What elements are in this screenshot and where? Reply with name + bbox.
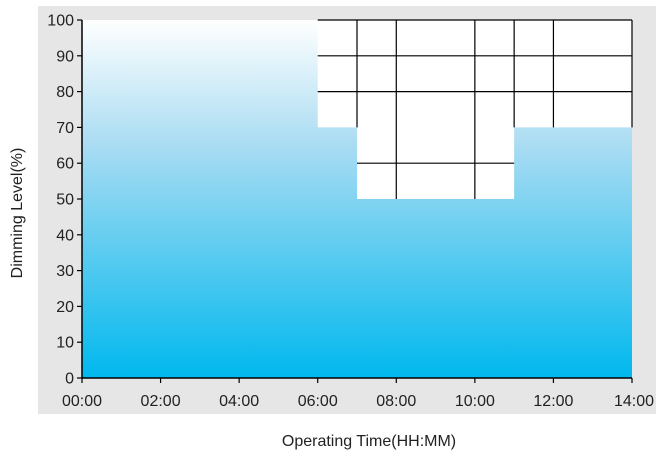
- x-tick-label: 08:00: [376, 393, 416, 410]
- x-tick-label: 12:00: [533, 393, 573, 410]
- x-tick-label: 10:00: [455, 393, 495, 410]
- y-tick-label: 70: [56, 120, 74, 137]
- y-tick-label: 40: [56, 227, 74, 244]
- y-tick-label: 0: [65, 371, 74, 388]
- x-tick-label: 14:00: [614, 393, 654, 410]
- y-tick-label: 30: [56, 263, 74, 280]
- x-tick-label: 02:00: [141, 393, 181, 410]
- y-axis-title: Dimming Level(%): [9, 148, 26, 279]
- y-tick-label: 90: [56, 48, 74, 65]
- y-tick-label: 10: [56, 335, 74, 352]
- y-tick-label: 60: [56, 156, 74, 173]
- x-tick-label: 06:00: [298, 393, 338, 410]
- x-tick-label: 00:00: [62, 393, 102, 410]
- x-tick-label: 04:00: [219, 393, 259, 410]
- y-tick-label: 80: [56, 84, 74, 101]
- y-tick-label: 50: [56, 192, 74, 209]
- dimming-area: [82, 20, 632, 378]
- y-tick-label: 20: [56, 299, 74, 316]
- y-tick-label: 100: [47, 13, 74, 30]
- x-axis-title: Operating Time(HH:MM): [282, 433, 456, 450]
